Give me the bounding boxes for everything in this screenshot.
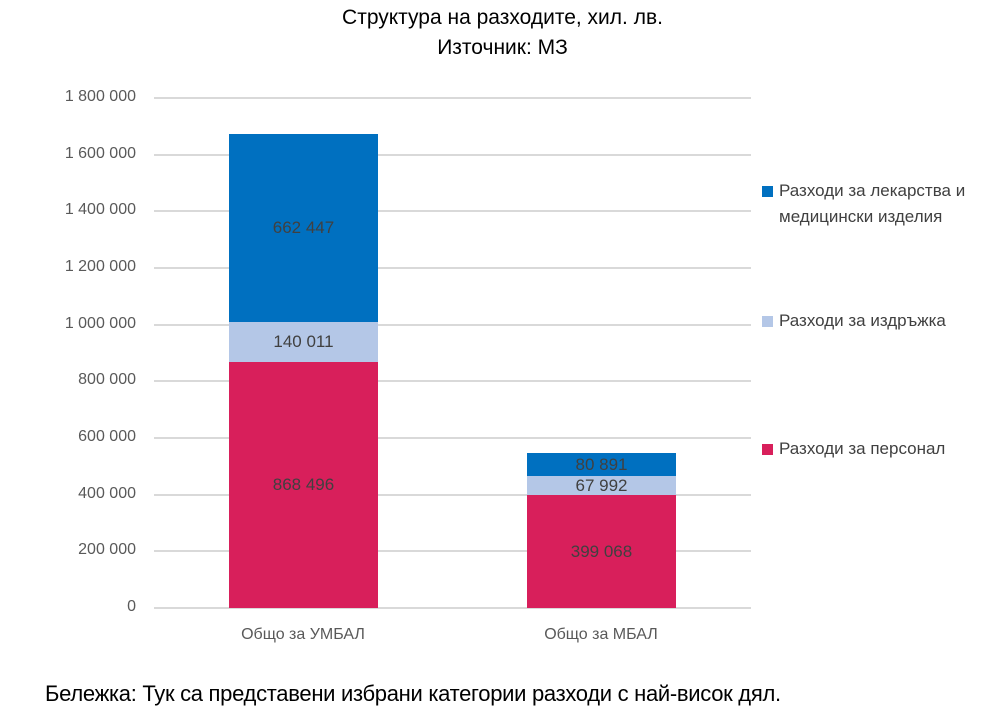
legend-label: Разходи за лекарства и медицински издели… bbox=[779, 181, 966, 226]
data-label: 868 496 bbox=[272, 475, 335, 494]
legend-item-maintenance: Разходи за издръжка bbox=[762, 308, 989, 334]
y-tick-label: 800 000 bbox=[78, 371, 136, 388]
gridline bbox=[154, 267, 751, 269]
gridline bbox=[154, 210, 751, 212]
y-tick-label: 1 200 000 bbox=[64, 258, 136, 275]
gridline bbox=[154, 494, 751, 496]
data-label: 399 068 bbox=[570, 541, 633, 561]
legend-swatch bbox=[762, 316, 773, 327]
y-tick-label: 200 000 bbox=[78, 541, 136, 558]
legend-swatch bbox=[762, 444, 773, 455]
legend-swatch bbox=[762, 186, 773, 197]
legend-label: Разходи за персонал bbox=[779, 439, 946, 458]
legend-item-medicines: Разходи за лекарства и медицински издели… bbox=[762, 178, 989, 230]
bar-umbal-medicines: 662 447 bbox=[229, 134, 378, 322]
y-tick-label: 0 bbox=[127, 598, 136, 615]
data-label: 80 891 bbox=[575, 454, 628, 474]
x-tick-label: Общо за МБАЛ bbox=[544, 626, 658, 643]
chart-title: Структура на разходите, хил. лв. bbox=[342, 6, 663, 29]
gridline bbox=[154, 380, 751, 382]
data-label: 67 992 bbox=[575, 475, 628, 495]
gridline bbox=[154, 97, 751, 99]
y-tick-label: 1 000 000 bbox=[64, 315, 136, 332]
bar-umbal-personnel: 868 496 bbox=[229, 362, 378, 608]
legend-label: Разходи за издръжка bbox=[779, 311, 946, 330]
data-label: 662 447 bbox=[272, 218, 335, 237]
data-label: 140 011 bbox=[273, 332, 334, 351]
bar-umbal-maintenance: 140 011 bbox=[229, 322, 378, 362]
bar-mbal-maintenance: 67 992 bbox=[527, 476, 676, 495]
y-tick-label: 400 000 bbox=[78, 485, 136, 502]
x-tick-label: Общо за УМБАЛ bbox=[241, 626, 365, 643]
y-tick-label: 1 600 000 bbox=[64, 145, 136, 162]
gridline bbox=[154, 324, 751, 326]
bar-mbal-medicines: 80 891 bbox=[527, 453, 676, 476]
legend-item-personnel: Разходи за персонал bbox=[762, 436, 989, 462]
x-axis-line bbox=[154, 607, 751, 609]
footnote: Бележка: Тук са представени избрани кате… bbox=[45, 681, 781, 706]
gridline bbox=[154, 437, 751, 439]
y-tick-label: 600 000 bbox=[78, 428, 136, 445]
y-tick-label: 1 800 000 bbox=[64, 88, 136, 105]
y-tick-label: 1 400 000 bbox=[64, 201, 136, 218]
gridline bbox=[154, 154, 751, 156]
bar-mbal-personnel: 399 068 bbox=[527, 495, 676, 608]
chart-subtitle: Източник: МЗ bbox=[437, 36, 568, 59]
gridline bbox=[154, 550, 751, 552]
